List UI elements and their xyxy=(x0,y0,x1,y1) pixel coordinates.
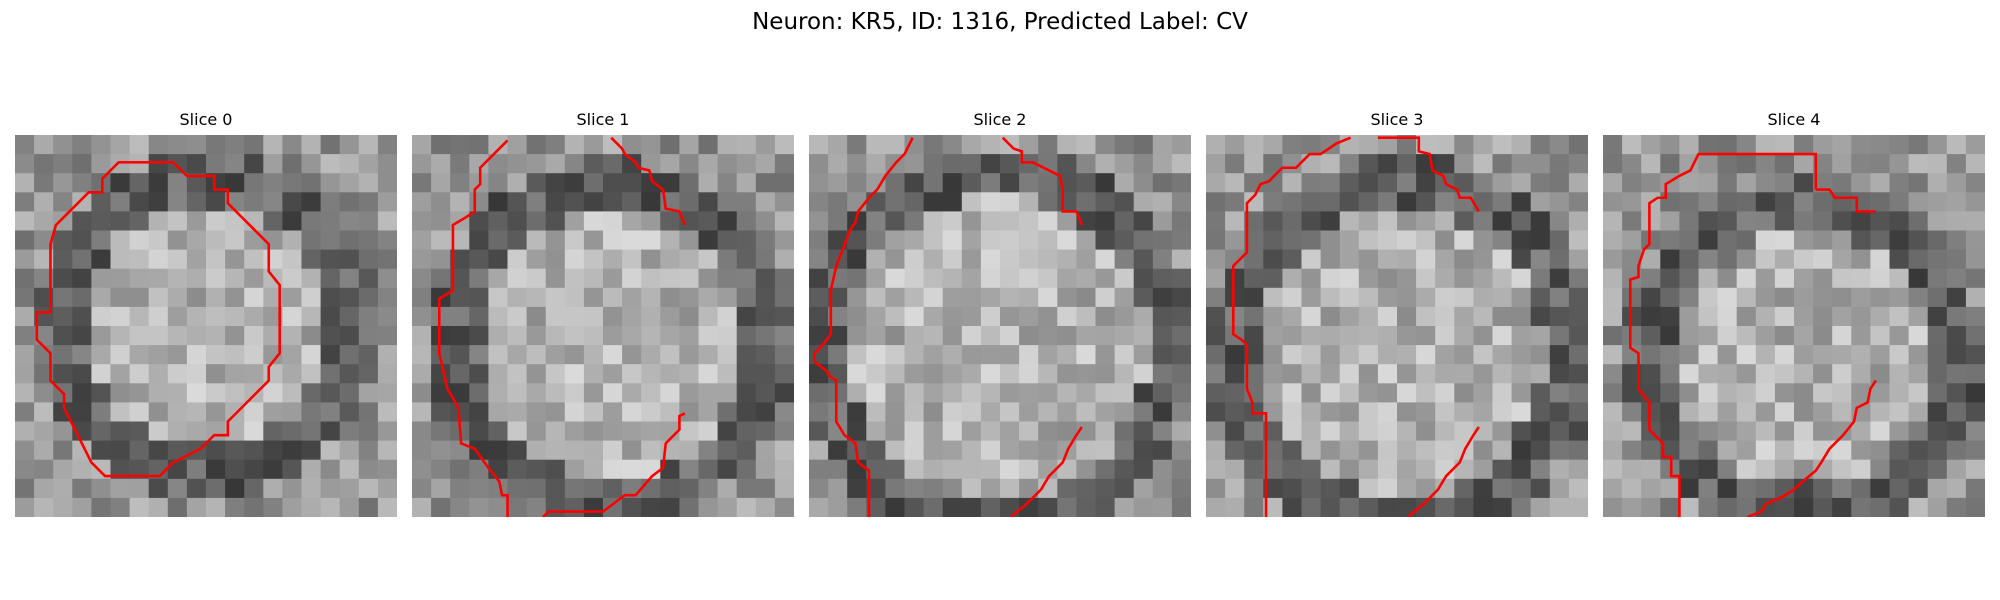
contour-line xyxy=(814,138,912,517)
slice-1-title: Slice 1 xyxy=(576,110,630,129)
slice-0-image xyxy=(15,135,397,517)
contour-line xyxy=(1378,138,1479,212)
contour-line xyxy=(1408,427,1479,517)
contour-line xyxy=(1011,427,1082,517)
contour-line xyxy=(1233,138,1350,517)
contour-line xyxy=(611,138,685,225)
contour-line xyxy=(1630,154,1816,517)
contour-line xyxy=(1816,190,1876,212)
contour-group xyxy=(1233,138,1479,517)
contour-line xyxy=(1748,381,1876,517)
contour-group xyxy=(814,138,1081,517)
slice-4-title: Slice 4 xyxy=(1767,110,1821,129)
slice-0-title: Slice 0 xyxy=(179,110,233,129)
figure-title: Neuron: KR5, ID: 1316, Predicted Label: … xyxy=(752,9,1248,35)
slice-2-image xyxy=(809,135,1191,517)
slice-3-image xyxy=(1206,135,1588,517)
contour-line xyxy=(543,413,685,517)
contour-group xyxy=(37,162,280,476)
slice-2-title: Slice 2 xyxy=(973,110,1027,129)
slice-1-image xyxy=(412,135,794,517)
slice-pixels xyxy=(1603,135,1985,517)
contour-line xyxy=(1003,138,1082,225)
slice-pixels xyxy=(809,135,1191,517)
contour-group xyxy=(1630,154,1876,517)
slice-pixels xyxy=(1206,135,1588,517)
slice-4-image xyxy=(1603,135,1985,517)
slice-pixels xyxy=(15,135,397,517)
contour-line xyxy=(439,140,507,517)
contour-group xyxy=(439,138,685,517)
slice-3-title: Slice 3 xyxy=(1370,110,1424,129)
contour-line xyxy=(37,162,280,476)
slice-pixels xyxy=(412,135,794,517)
